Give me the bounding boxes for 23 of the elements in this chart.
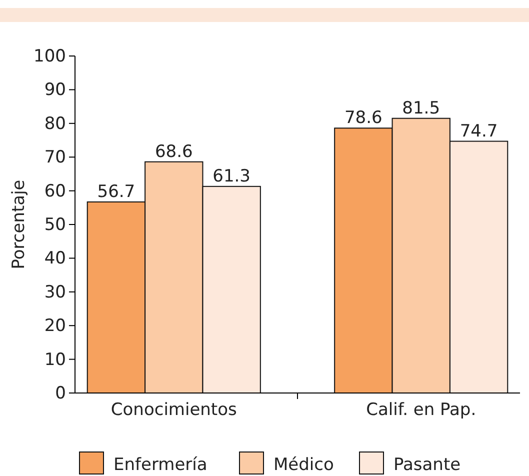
x-tick-label: Conocimientos <box>110 400 238 420</box>
y-tick-label: 80 <box>44 114 66 134</box>
legend-label: Médico <box>274 455 334 475</box>
y-tick-label: 10 <box>44 350 66 370</box>
y-tick-label: 70 <box>44 148 66 168</box>
y-tick-label: 30 <box>44 282 66 302</box>
y-tick-label: 90 <box>44 80 66 100</box>
legend-label: Enfermería <box>114 455 208 475</box>
y-tick-label: 40 <box>44 248 66 269</box>
data-label: 78.6 <box>344 108 382 128</box>
legend-label: Pasante <box>394 455 461 475</box>
data-label: 56.7 <box>97 182 136 202</box>
y-tick-label: 100 <box>34 46 66 66</box>
data-label: 74.7 <box>460 121 498 142</box>
y-tick-label: 50 <box>44 214 66 235</box>
data-label: 68.6 <box>154 142 193 162</box>
y-tick-label: 60 <box>44 181 66 202</box>
x-tick-label: Calif. en Pap. <box>366 400 476 420</box>
y-axis-title: Porcentaje <box>9 180 29 270</box>
y-tick-label: 20 <box>44 316 66 336</box>
data-label: 81.5 <box>402 98 440 118</box>
y-tick-label: 0 <box>55 383 66 404</box>
data-label: 61.3 <box>212 166 251 186</box>
